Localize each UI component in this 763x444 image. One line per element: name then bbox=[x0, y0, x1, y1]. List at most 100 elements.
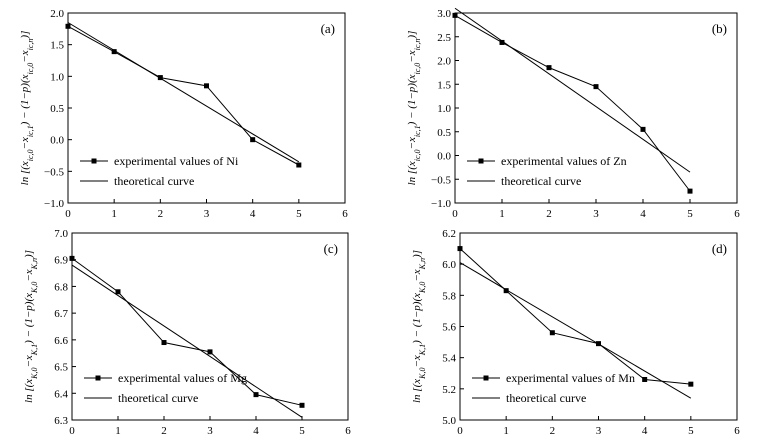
experimental-series-line bbox=[459, 248, 691, 385]
y-axis-label: ln [(xK,0−xK,1) − (1−p)(xK,0−xK,n)] bbox=[411, 250, 427, 403]
legend-entry: theoretical curve bbox=[501, 174, 581, 188]
x-tick-label: 4 bbox=[640, 208, 646, 220]
plot-frame bbox=[454, 12, 738, 204]
y-tick-label: 5.2 bbox=[442, 384, 456, 396]
panel-label: (b) bbox=[712, 21, 727, 36]
data-point bbox=[250, 137, 256, 143]
y-tick-label: 6.7 bbox=[54, 308, 68, 320]
x-tick-label: 5 bbox=[688, 425, 694, 437]
x-tick-label: 2 bbox=[546, 208, 552, 220]
y-tick-label: 1.0 bbox=[50, 71, 64, 83]
x-tick-label: 1 bbox=[499, 208, 505, 220]
data-point bbox=[503, 288, 509, 294]
data-point bbox=[161, 340, 167, 346]
data-point bbox=[296, 162, 302, 168]
y-tick-label: −0.5 bbox=[44, 166, 64, 178]
y-tick-label: 0.0 bbox=[437, 151, 451, 163]
data-point bbox=[111, 49, 117, 55]
y-tick-label: −0.5 bbox=[431, 174, 451, 186]
legend-entry: experimental values of Mg bbox=[118, 371, 247, 385]
x-tick-label: 3 bbox=[204, 208, 210, 220]
theoretical-curve-line bbox=[67, 22, 300, 163]
x-tick-label: 6 bbox=[342, 208, 348, 220]
y-tick-label: 0.5 bbox=[437, 127, 451, 139]
experimental-series-line bbox=[71, 257, 303, 406]
experimental-series-line bbox=[454, 14, 691, 192]
y-tick-label: 1.5 bbox=[50, 40, 64, 52]
chart-panel-4: 0 1 2 3 4 5 6 5.0 5.2 5.4 5.6 5.8 6.0 6.2 ln [(xK,0−xK… bbox=[411, 228, 740, 437]
chart-panel-2: 0 1 2 3 4 5 6 −1.0 −0.5 0.0 0.5 1.0 1.5 2.0 2.5 3.0 ln [… bbox=[406, 7, 740, 220]
x-tick-label: 1 bbox=[111, 208, 117, 220]
x-tick-label: 1 bbox=[503, 425, 509, 437]
theoretical-curve-line bbox=[459, 262, 692, 399]
legend-entry: experimental values of Mn bbox=[506, 371, 635, 385]
data-point bbox=[499, 39, 505, 45]
y-axis-label: ln [(xK,0−xK,1) − (1−p)(xK,0−xK,n)] bbox=[23, 250, 39, 403]
chart-panel-1: 0 1 2 3 4 5 6 −1.0 −0.5 0.0 0.5 1.0 1.5 2.0 ln [(xic,0… bbox=[19, 8, 348, 220]
x-tick-label: 2 bbox=[158, 208, 164, 220]
x-tick-label: 4 bbox=[253, 425, 259, 437]
x-tick-label: 0 bbox=[69, 425, 75, 437]
legend-entry: experimental values of Ni bbox=[114, 154, 239, 168]
panel-label: (d) bbox=[712, 241, 727, 256]
plot-frame bbox=[67, 12, 346, 204]
y-tick-label: 6.2 bbox=[442, 228, 456, 240]
plot-frame bbox=[459, 232, 738, 421]
y-tick-label: 6.6 bbox=[54, 335, 68, 347]
x-tick-label: 3 bbox=[596, 425, 602, 437]
theoretical-curve-line bbox=[71, 264, 303, 418]
data-point bbox=[69, 255, 75, 261]
x-tick-label: 5 bbox=[296, 208, 302, 220]
y-tick-label: 6.4 bbox=[54, 388, 68, 400]
data-point bbox=[157, 75, 163, 81]
x-tick-label: 0 bbox=[65, 208, 71, 220]
data-point bbox=[253, 392, 259, 398]
experimental-series-line bbox=[67, 25, 300, 166]
y-tick-label: 7.0 bbox=[54, 228, 68, 240]
y-tick-label: 2.0 bbox=[50, 8, 64, 20]
x-tick-label: 5 bbox=[687, 208, 693, 220]
x-tick-label: 0 bbox=[452, 208, 458, 220]
y-tick-label: 5.4 bbox=[442, 353, 456, 365]
panel-label: (c) bbox=[324, 241, 338, 256]
y-tick-label: 6.5 bbox=[54, 362, 68, 374]
y-tick-label: 6.9 bbox=[54, 255, 68, 267]
legend-entry: theoretical curve bbox=[118, 391, 198, 405]
data-point bbox=[299, 402, 305, 408]
legend-marker bbox=[91, 158, 97, 164]
legend-marker bbox=[478, 158, 484, 164]
y-axis-label: ln [(xic,0−xic,1) − (1−p)(xic,0−xic,n)] bbox=[19, 31, 35, 186]
y-tick-label: 6.0 bbox=[442, 259, 456, 271]
x-tick-label: 6 bbox=[734, 425, 740, 437]
data-point bbox=[549, 330, 555, 336]
legend-marker bbox=[95, 375, 101, 381]
legend-marker bbox=[483, 375, 489, 381]
panel-label: (a) bbox=[321, 21, 335, 36]
data-point bbox=[687, 188, 693, 194]
data-point bbox=[457, 246, 463, 252]
y-tick-label: 0.5 bbox=[50, 103, 64, 115]
data-point bbox=[207, 349, 213, 355]
data-point bbox=[546, 65, 552, 71]
y-tick-label: 2.5 bbox=[437, 32, 451, 44]
x-tick-label: 2 bbox=[161, 425, 167, 437]
x-tick-label: 3 bbox=[593, 208, 599, 220]
data-point bbox=[688, 381, 694, 387]
legend-entry: experimental values of Zn bbox=[501, 154, 627, 168]
theoretical-curve-line bbox=[454, 7, 691, 173]
y-tick-label: 5.8 bbox=[442, 290, 456, 302]
x-tick-label: 4 bbox=[250, 208, 256, 220]
legend-entry: theoretical curve bbox=[114, 174, 194, 188]
data-point bbox=[593, 84, 599, 90]
y-axis-label: ln [(xic,0−xic,1) − (1−p)(xic,0−xic,n)] bbox=[406, 31, 422, 186]
y-tick-label: −1.0 bbox=[431, 198, 451, 210]
data-point bbox=[642, 376, 648, 382]
y-tick-label: 5.6 bbox=[442, 322, 456, 334]
x-tick-label: 4 bbox=[642, 425, 648, 437]
y-tick-label: 0.0 bbox=[50, 135, 64, 147]
x-tick-label: 5 bbox=[299, 425, 305, 437]
x-tick-label: 6 bbox=[734, 208, 740, 220]
chart-panel-3: 0 1 2 3 4 5 6 6.3 6.4 6.5 6.6 6.7 6.8 6.9 7.0 ln [(xK,0… bbox=[23, 228, 351, 437]
y-tick-label: 6.3 bbox=[54, 415, 68, 427]
